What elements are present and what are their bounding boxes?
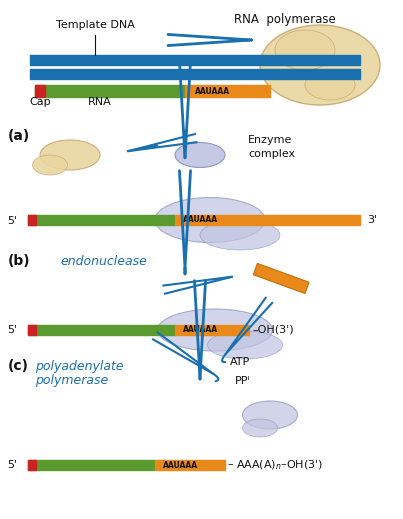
- Text: (b): (b): [8, 254, 31, 268]
- Text: endonuclease: endonuclease: [60, 255, 147, 268]
- Text: AAUAAA: AAUAAA: [195, 87, 230, 95]
- FancyBboxPatch shape: [227, 325, 249, 335]
- Ellipse shape: [243, 419, 278, 437]
- Bar: [253, 264, 309, 294]
- FancyBboxPatch shape: [290, 55, 360, 65]
- FancyBboxPatch shape: [28, 460, 36, 470]
- FancyBboxPatch shape: [240, 85, 270, 97]
- FancyBboxPatch shape: [290, 69, 360, 79]
- Text: AAUAAA: AAUAAA: [183, 325, 218, 335]
- FancyBboxPatch shape: [35, 85, 45, 97]
- Text: – AAA(A)$_n$–OH(3'): – AAA(A)$_n$–OH(3'): [227, 458, 323, 472]
- Text: RNA  polymerase: RNA polymerase: [234, 13, 336, 26]
- Ellipse shape: [175, 143, 225, 168]
- Ellipse shape: [305, 70, 355, 100]
- FancyBboxPatch shape: [35, 85, 185, 97]
- Ellipse shape: [33, 155, 67, 175]
- Text: 5': 5': [7, 216, 17, 226]
- FancyBboxPatch shape: [28, 325, 175, 335]
- FancyBboxPatch shape: [28, 460, 155, 470]
- FancyBboxPatch shape: [28, 215, 175, 225]
- Text: –OH(3'): –OH(3'): [252, 325, 294, 335]
- FancyBboxPatch shape: [30, 69, 290, 79]
- FancyBboxPatch shape: [28, 325, 36, 335]
- Ellipse shape: [200, 220, 280, 250]
- Text: polymerase: polymerase: [35, 374, 108, 387]
- FancyBboxPatch shape: [175, 325, 227, 335]
- Ellipse shape: [243, 401, 297, 429]
- Text: (a): (a): [8, 129, 30, 143]
- Ellipse shape: [260, 25, 380, 105]
- Text: (c): (c): [8, 359, 29, 373]
- FancyBboxPatch shape: [175, 215, 227, 225]
- Ellipse shape: [208, 331, 283, 359]
- Text: complex: complex: [248, 149, 295, 159]
- Text: ATP: ATP: [230, 357, 250, 367]
- Text: 3': 3': [367, 215, 377, 225]
- Ellipse shape: [158, 309, 272, 351]
- Text: AAUAAA: AAUAAA: [183, 215, 218, 225]
- Text: AAUAAA: AAUAAA: [164, 460, 199, 470]
- Ellipse shape: [275, 30, 335, 70]
- Text: Template DNA: Template DNA: [56, 20, 135, 30]
- FancyBboxPatch shape: [185, 85, 240, 97]
- FancyBboxPatch shape: [30, 55, 290, 65]
- FancyBboxPatch shape: [227, 215, 360, 225]
- FancyBboxPatch shape: [207, 460, 225, 470]
- Text: Cap: Cap: [29, 97, 51, 107]
- Text: Enzyme: Enzyme: [248, 135, 292, 145]
- Text: 5': 5': [7, 460, 17, 470]
- Ellipse shape: [40, 140, 100, 170]
- FancyBboxPatch shape: [28, 215, 36, 225]
- Text: RNA: RNA: [88, 97, 112, 107]
- FancyBboxPatch shape: [155, 460, 207, 470]
- Text: PPᴵ: PPᴵ: [235, 376, 251, 386]
- Text: polyadenylate: polyadenylate: [35, 360, 124, 373]
- Ellipse shape: [155, 198, 265, 242]
- Text: 5': 5': [7, 325, 17, 335]
